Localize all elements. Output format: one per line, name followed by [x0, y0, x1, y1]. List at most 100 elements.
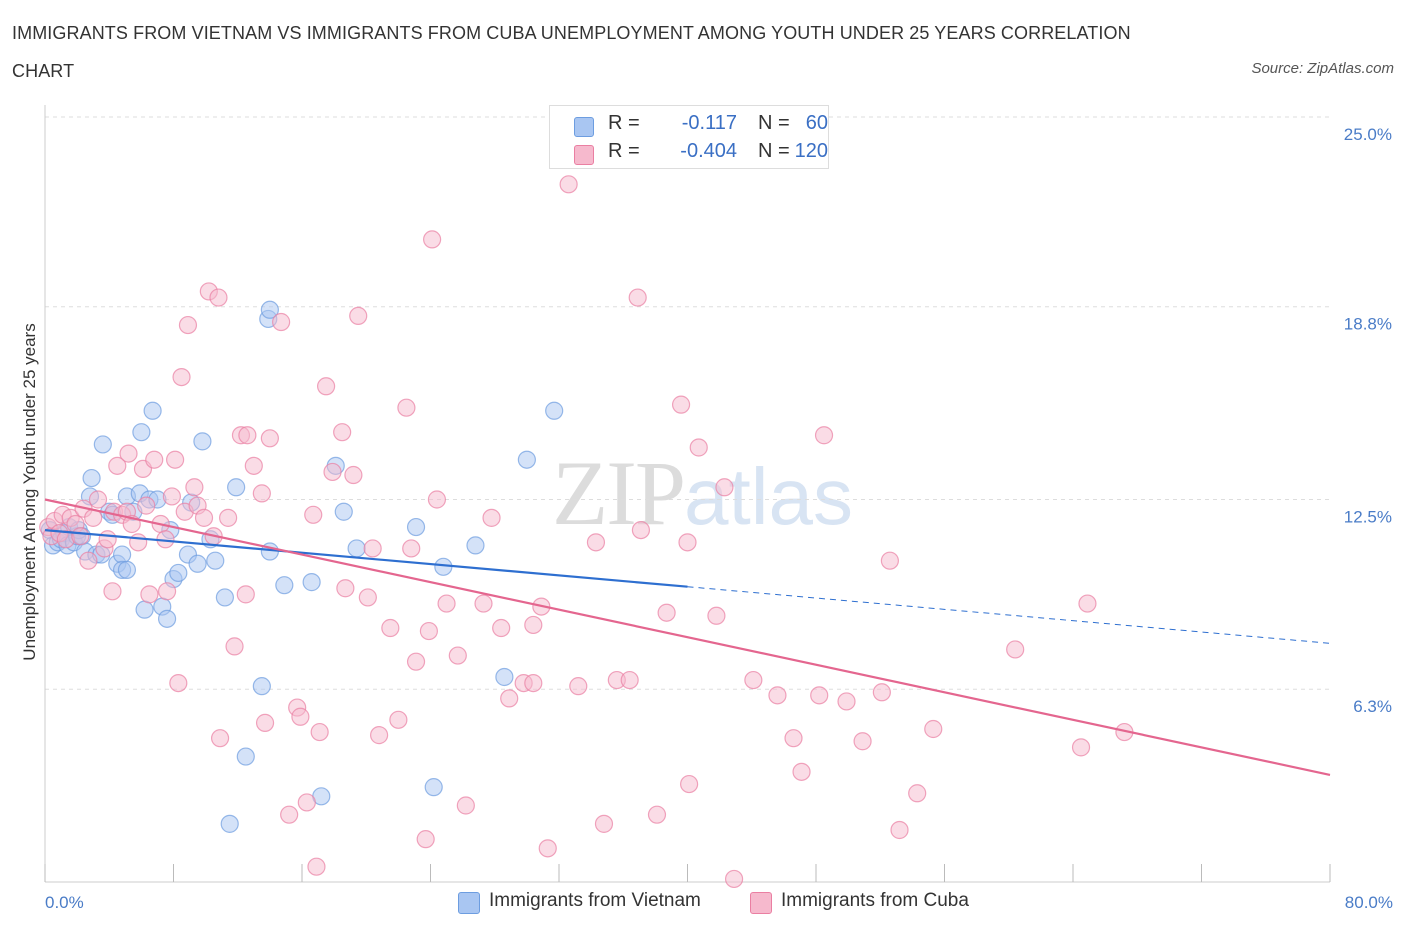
point-cuba	[219, 508, 238, 527]
point-cuba	[157, 582, 177, 601]
point-cuba	[370, 726, 389, 745]
point-cuba	[1071, 738, 1091, 757]
r-label: R =	[608, 112, 640, 134]
point-cuba	[427, 490, 447, 509]
point-cuba	[500, 689, 519, 708]
point-cuba	[657, 603, 676, 622]
point-cuba	[236, 585, 255, 604]
point-vietnam	[206, 551, 225, 570]
point-cuba	[363, 539, 382, 558]
point-cuba	[538, 839, 557, 858]
point-vietnam	[157, 609, 177, 628]
y-tick-label: 6.3%	[1353, 697, 1392, 716]
point-cuba	[172, 368, 191, 387]
point-cuba	[108, 456, 127, 475]
point-cuba	[631, 520, 651, 540]
point-cuba	[715, 478, 734, 497]
point-cuba	[397, 398, 416, 417]
point-cuba	[260, 429, 279, 448]
point-vietnam	[112, 545, 132, 564]
point-cuba	[671, 395, 691, 414]
point-cuba	[244, 456, 263, 475]
n-value: 120	[794, 140, 828, 162]
trend-line-vietnam-dashed	[687, 586, 1331, 644]
point-vietnam	[143, 401, 162, 420]
n-value: 60	[805, 112, 828, 134]
point-cuba	[225, 637, 244, 656]
point-vietnam	[193, 432, 212, 451]
point-vietnam	[545, 401, 564, 420]
point-cuba	[784, 729, 803, 748]
trend-line-cuba	[44, 498, 1331, 776]
point-cuba	[837, 692, 856, 711]
point-cuba	[724, 869, 744, 889]
point-cuba	[389, 710, 408, 729]
point-cuba	[194, 508, 214, 527]
point-cuba	[349, 306, 368, 325]
point-vietnam	[260, 300, 279, 319]
x-tick-label: 80.0%	[1345, 893, 1393, 912]
point-cuba	[890, 820, 909, 840]
point-cuba	[162, 487, 181, 506]
point-vietnam	[117, 560, 137, 579]
point-vietnam	[82, 468, 101, 488]
point-vietnam	[215, 588, 234, 607]
point-cuba	[178, 315, 198, 335]
legend-label: Immigrants from Cuba	[781, 890, 969, 911]
point-vietnam	[188, 554, 207, 573]
stats-swatch-vietnam	[574, 117, 594, 137]
stats-swatch-cuba	[574, 145, 594, 165]
n-label: N =	[758, 112, 790, 134]
point-cuba	[628, 288, 647, 307]
point-vietnam	[252, 677, 271, 696]
point-cuba	[689, 438, 708, 457]
point-cuba	[381, 618, 400, 638]
chart-title: IMMIGRANTS FROM VIETNAM VS IMMIGRANTS FR…	[12, 23, 1131, 81]
point-cuba	[333, 423, 352, 442]
legend-swatch-vietnam	[458, 892, 480, 914]
point-cuba	[586, 533, 606, 552]
point-cuba	[524, 673, 543, 693]
y-tick-label: 25.0%	[1344, 125, 1392, 144]
point-vietnam	[347, 539, 366, 558]
point-cuba	[291, 707, 310, 726]
point-cuba	[1006, 640, 1025, 659]
point-cuba	[872, 683, 891, 702]
point-cuba	[129, 533, 148, 552]
watermark: ZIPatlas	[552, 440, 853, 546]
point-cuba	[814, 426, 834, 445]
point-cuba	[119, 444, 138, 463]
point-cuba	[744, 670, 763, 690]
legend-label: Immigrants from Vietnam	[489, 890, 701, 911]
point-vietnam	[406, 517, 426, 537]
r-value: -0.117	[681, 112, 737, 134]
point-cuba	[406, 652, 426, 671]
point-cuba	[474, 594, 493, 613]
point-cuba	[678, 533, 697, 552]
point-vietnam	[302, 573, 321, 592]
point-cuba	[79, 551, 98, 570]
point-cuba	[71, 527, 90, 546]
point-cuba	[853, 732, 872, 751]
point-cuba	[416, 830, 435, 849]
source-label: Source: ZipAtlas.com	[1251, 60, 1394, 77]
point-cuba	[569, 677, 588, 696]
point-cuba	[402, 539, 421, 558]
point-cuba	[103, 582, 122, 601]
point-cuba	[594, 814, 614, 833]
r-value: -0.404	[680, 140, 737, 162]
point-cuba	[437, 594, 456, 613]
n-label: N =	[758, 140, 790, 162]
point-cuba	[456, 796, 475, 815]
point-vietnam	[169, 563, 188, 583]
point-cuba	[185, 478, 204, 497]
watermark-zip: ZIP	[552, 442, 686, 544]
x-tick-label: 0.0%	[45, 893, 84, 912]
point-cuba	[169, 673, 188, 693]
point-cuba	[316, 377, 336, 396]
point-cuba	[307, 857, 326, 876]
point-cuba	[98, 530, 117, 549]
point-cuba	[280, 805, 299, 824]
data-points	[39, 175, 1134, 889]
